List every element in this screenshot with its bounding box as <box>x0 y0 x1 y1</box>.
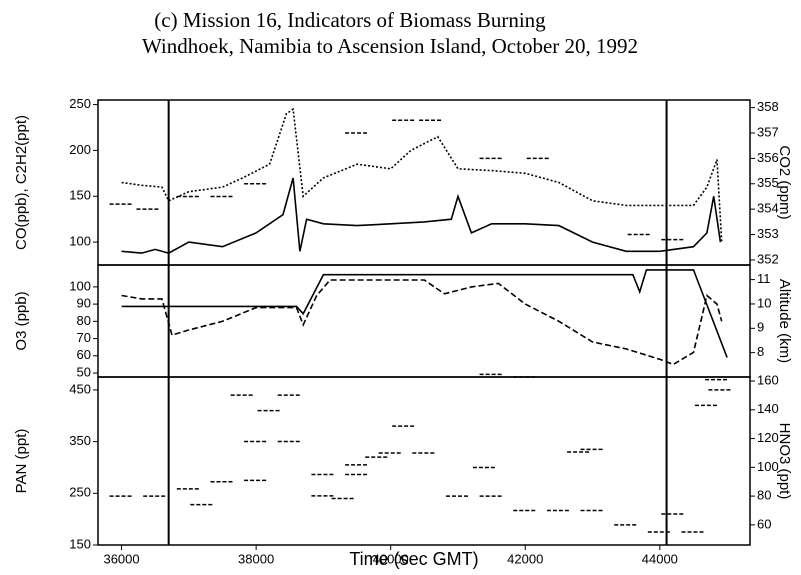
data-line <box>121 279 723 366</box>
y2-tick-label: 10 <box>757 295 771 310</box>
panel-frame <box>97 376 751 546</box>
y2-tick-label: 355 <box>757 175 779 190</box>
y-axis-label: PAN (ppt) <box>13 429 30 494</box>
data-line <box>121 177 722 254</box>
y2-tick-label: 11 <box>757 271 771 286</box>
panel-frame <box>97 264 751 378</box>
y-tick-label: 100 <box>69 234 91 249</box>
y2-tick-label: 80 <box>757 488 771 503</box>
y-axis-label: O3 (ppb) <box>13 291 30 350</box>
y-tick-label: 100 <box>69 278 91 293</box>
y2-tick-label: 353 <box>757 226 779 241</box>
x-axis-label: Time (sec GMT) <box>349 549 478 569</box>
y-tick-label: 50 <box>77 364 91 379</box>
y-axis-label: CO(ppb), C2H2(ppt) <box>13 115 30 250</box>
y2-tick-label: 9 <box>757 320 764 335</box>
y2-tick-label: 140 <box>757 401 779 416</box>
y-tick-label: 450 <box>69 381 91 396</box>
data-line <box>121 269 728 358</box>
y2-tick-label: 356 <box>757 150 779 165</box>
y-tick-label: 60 <box>77 347 91 362</box>
y-tick-label: 200 <box>69 142 91 157</box>
y2-axis-label: Altitude (km) <box>776 279 793 363</box>
y-tick-label: 250 <box>69 485 91 500</box>
y2-tick-label: 100 <box>757 459 779 474</box>
y-tick-label: 250 <box>69 96 91 111</box>
chart-title: (c) Mission 16, Indicators of Biomass Bu… <box>154 8 546 32</box>
y2-axis-label: HNO3 (ppt) <box>776 423 793 500</box>
x-tick-label: 38000 <box>238 551 274 566</box>
y-tick-label: 150 <box>69 188 91 203</box>
y2-axis-label: CO2 (ppm) <box>776 145 793 219</box>
y-tick-label: 350 <box>69 433 91 448</box>
y-tick-label: 80 <box>77 313 91 328</box>
y2-tick-label: 60 <box>757 516 771 531</box>
y-tick-label: 90 <box>77 296 91 311</box>
y2-tick-label: 358 <box>757 99 779 114</box>
y2-tick-label: 160 <box>757 372 779 387</box>
y-tick-label: 70 <box>77 330 91 345</box>
y2-tick-label: 8 <box>757 344 764 359</box>
y2-tick-label: 354 <box>757 201 779 216</box>
chart-subtitle: Windhoek, Namibia to Ascension Island, O… <box>142 34 638 58</box>
panel-frame <box>97 99 751 266</box>
data-line <box>121 107 723 243</box>
y-tick-label: 150 <box>69 536 91 551</box>
x-tick-label: 36000 <box>103 551 139 566</box>
x-tick-label: 44000 <box>642 551 678 566</box>
x-tick-label: 42000 <box>507 551 543 566</box>
x-tick-label: 40000 <box>373 551 409 566</box>
y2-tick-label: 357 <box>757 124 779 139</box>
y2-tick-label: 120 <box>757 430 779 445</box>
y2-tick-label: 352 <box>757 251 779 266</box>
